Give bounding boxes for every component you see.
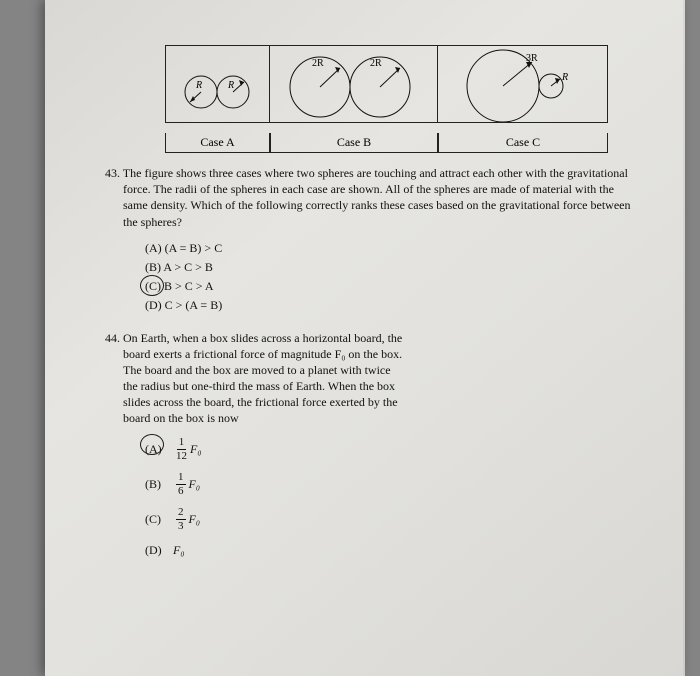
- q44-c-num: 2: [176, 507, 186, 520]
- q43-opt-d: (D) C > (A = B): [145, 297, 635, 313]
- q44-opt-a: (A) 112 F₀: [145, 437, 405, 462]
- q44-a-num: 1: [177, 437, 187, 450]
- caption-b: Case B: [270, 133, 438, 153]
- q44-c-F0: F₀: [189, 511, 201, 527]
- q44-number: 44.: [105, 331, 120, 345]
- q44-c-label: (C): [145, 511, 173, 527]
- q44-b-num: 1: [176, 472, 186, 485]
- case-a-cell: R R: [165, 45, 270, 123]
- q44-d-F0: F₀: [173, 542, 185, 558]
- q44-a-label: (A): [145, 441, 173, 457]
- q44-options: (A) 112 F₀ (B) 16 F₀ (C) 23 F₀ (D) F₀: [145, 437, 405, 558]
- question-44: 44. On Earth, when a box slides across a…: [105, 330, 405, 558]
- label-2R-right: 2R: [370, 58, 382, 69]
- case-b-svg: 2R 2R: [270, 46, 436, 122]
- case-c-cell: 3R R: [438, 45, 608, 123]
- case-b-cell: 2R 2R: [270, 45, 438, 123]
- caption-c: Case C: [438, 133, 608, 153]
- label-R-left: R: [195, 80, 202, 91]
- q44-d-label: (D): [145, 542, 173, 558]
- q44-b-F0: F₀: [189, 476, 201, 492]
- caption-a: Case A: [165, 133, 270, 153]
- figure-cases: R R 2R 2R: [165, 45, 635, 123]
- q43-options: (A) (A = B) > C (B) A > C > B (C) B > C …: [145, 240, 635, 314]
- label-R-right: R: [227, 80, 234, 91]
- label-R-small: R: [561, 72, 568, 83]
- q44-text: On Earth, when a box slides across a hor…: [123, 331, 402, 426]
- q44-opt-d: (D) F₀: [145, 542, 405, 558]
- q44-a-den: 12: [176, 450, 187, 462]
- case-c-svg: 3R R: [438, 46, 606, 122]
- q44-opt-c: (C) 23 F₀: [145, 507, 405, 532]
- question-43: 43. The figure shows three cases where t…: [105, 165, 635, 314]
- label-3R: 3R: [526, 53, 538, 64]
- q43-opt-c: (C) B > C > A: [145, 278, 635, 294]
- q44-b-den: 6: [178, 485, 184, 497]
- q43-text: The figure shows three cases where two s…: [123, 166, 631, 229]
- q44-b-label: (B): [145, 476, 173, 492]
- q44-a-F0: F₀: [190, 441, 202, 457]
- q44-opt-b: (B) 16 F₀: [145, 472, 405, 497]
- q43-number: 43.: [105, 166, 120, 180]
- q44-c-den: 3: [178, 520, 184, 532]
- q43-opt-b: (B) A > C > B: [145, 259, 635, 275]
- label-2R-left: 2R: [312, 58, 324, 69]
- case-a-svg: R R: [166, 46, 269, 122]
- figure-captions: Case A Case B Case C: [165, 133, 635, 153]
- q43-opt-a: (A) (A = B) > C: [145, 240, 635, 256]
